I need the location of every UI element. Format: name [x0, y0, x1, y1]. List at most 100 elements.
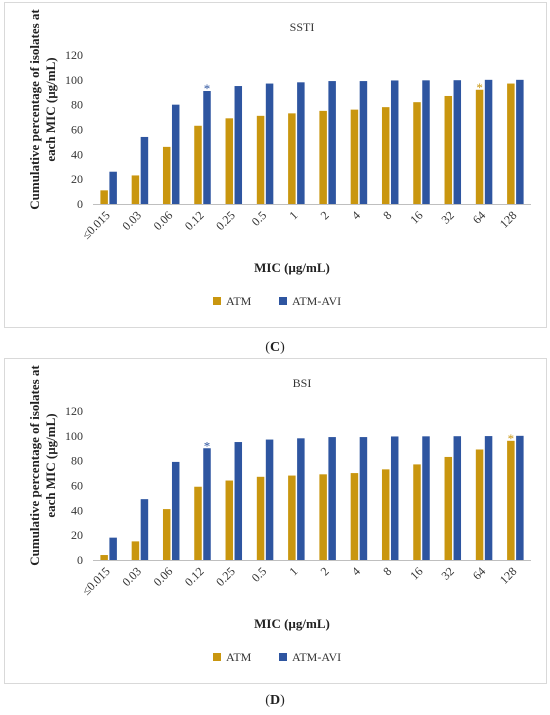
y-tick-label: 120 [65, 48, 83, 62]
legend-swatch-atm-avi [279, 653, 287, 661]
legend-label-atm-avi: ATM-AVI [292, 650, 341, 664]
bar-atm [131, 541, 140, 560]
bar-atm [162, 509, 171, 560]
x-tick-label: 0.06 [151, 208, 176, 233]
y-tick-label: 120 [65, 404, 83, 418]
bar-atm [381, 107, 390, 204]
x-tick-label: 1 [286, 208, 300, 222]
bar-atm-avi [140, 499, 149, 560]
bar-atm-avi [422, 436, 430, 560]
bar-atm-avi [359, 437, 368, 560]
x-tick-label: ≤0.015 [79, 564, 113, 598]
x-tick-label: 32 [439, 208, 457, 226]
bar-atm [350, 473, 359, 560]
x-tick-label: 8 [380, 564, 394, 578]
x-tick-label: 0.25 [213, 208, 238, 233]
bar-atm-avi [390, 80, 399, 204]
bar-atm [381, 469, 390, 560]
significance-asterisk: * [476, 80, 483, 95]
bar-atm-avi [297, 82, 305, 204]
x-tick-label: 0.5 [249, 208, 270, 229]
bar-atm [413, 464, 421, 560]
y-axis-label: Cumulative percentage of isolates at each… [27, 9, 58, 210]
bar-atm [288, 113, 296, 204]
y-tick-label: 20 [71, 528, 83, 542]
panel-label-c: (C) [265, 340, 285, 355]
bar-atm [319, 110, 327, 204]
y-tick-label: 100 [65, 73, 83, 87]
x-tick-label: 4 [349, 564, 363, 578]
bar-atm-avi [484, 79, 493, 204]
x-tick-label: 4 [349, 208, 363, 222]
panel-label-d: (D) [265, 693, 285, 708]
x-tick-label: 2 [318, 208, 332, 222]
x-tick-label: 128 [497, 564, 520, 587]
bar-atm-avi [171, 461, 180, 560]
bar-atm [319, 474, 327, 560]
legend-swatch-atm [213, 297, 221, 305]
x-tick-label: 16 [407, 208, 425, 226]
bar-atm [131, 175, 140, 204]
chart-panel-d: BSI 0 20 40 60 80 100 120 ≤0.015 0.03 0.06 0.12 0.25… [4, 358, 547, 684]
bar-atm-avi [234, 442, 243, 560]
bar-atm-avi [453, 436, 462, 560]
panel-letter-d: D [269, 693, 281, 708]
x-tick-label: ≤0.015 [79, 208, 113, 242]
bar-atm-avi [328, 437, 336, 560]
significance-asterisk: * [508, 431, 515, 446]
y-tick-label: 80 [71, 454, 83, 468]
y-tick-label: 40 [71, 503, 83, 517]
x-tick-label: 8 [380, 208, 394, 222]
bar-atm-avi [453, 80, 462, 204]
x-tick-label: 0.03 [119, 208, 144, 233]
x-tick-label: 0.25 [213, 564, 238, 589]
bar-atm [507, 83, 515, 204]
bar-atm-avi [109, 171, 117, 204]
panel-letter-c: C [269, 340, 281, 355]
bar-atm [444, 95, 453, 204]
bar-atm-avi [516, 79, 524, 204]
bar-atm [225, 118, 234, 204]
legend-swatch-atm [213, 653, 221, 661]
bar-atm [413, 102, 421, 204]
bar-atm-avi [234, 86, 243, 204]
bar-atm-avi [328, 81, 336, 204]
bar-atm-avi [390, 436, 399, 560]
bar-atm [162, 146, 171, 204]
x-tick-label: 0.12 [182, 564, 207, 589]
bar-atm [475, 89, 484, 204]
bar-atm [100, 555, 108, 560]
y-tick-label: 60 [71, 123, 83, 137]
bar-atm-avi [516, 435, 524, 560]
x-tick-label: 0.06 [151, 564, 176, 589]
y-tick-label: 40 [71, 147, 83, 161]
y-tick-label: 20 [71, 172, 83, 186]
y-axis-label-line: each MIC (µg/mL) [43, 413, 58, 517]
bar-atm-avi [297, 438, 305, 560]
bar-atm [194, 486, 202, 560]
bar-atm-avi [109, 537, 117, 560]
bar-atm [475, 449, 484, 560]
x-tick-label: 16 [407, 564, 425, 582]
y-axis-label-line: Cumulative percentage of isolates at [27, 9, 42, 210]
chart-title: SSTI [290, 20, 315, 34]
chart-panel-c: SSTI 0 20 40 60 80 100 120 ≤0.015 0.03 0.06 0.12 0.2… [4, 2, 547, 328]
y-tick-label: 100 [65, 429, 83, 443]
y-axis-label-line: each MIC (µg/mL) [43, 57, 58, 161]
legend-label-atm: ATM [226, 650, 252, 664]
y-tick-label: 0 [77, 197, 83, 211]
x-tick-label: 0.03 [119, 564, 144, 589]
y-axis-label: Cumulative percentage of isolates at each… [27, 365, 58, 566]
x-tick-label: 1 [286, 564, 300, 578]
x-tick-label: 64 [470, 208, 488, 226]
bar-atm [256, 115, 265, 204]
y-tick-label: 0 [77, 553, 83, 567]
x-tick-label: 0.12 [182, 208, 207, 233]
bar-atm-avi [359, 81, 368, 204]
x-tick-label: 2 [318, 564, 332, 578]
legend-label-atm: ATM [226, 294, 252, 308]
bar-atm [350, 109, 359, 204]
x-tick-label: 32 [439, 564, 457, 582]
chart-title: BSI [293, 376, 312, 390]
bar-atm-avi [203, 91, 211, 204]
